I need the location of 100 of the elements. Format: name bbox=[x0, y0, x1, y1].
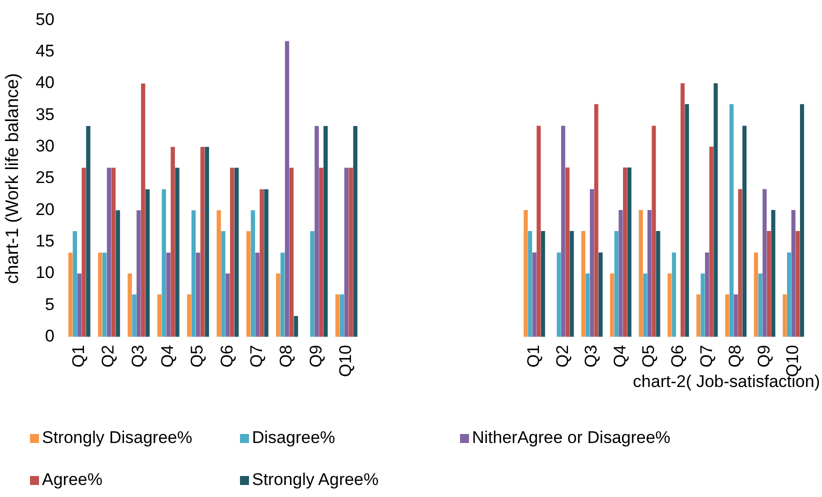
bar bbox=[86, 126, 90, 337]
bar bbox=[570, 230, 574, 337]
bar bbox=[766, 230, 771, 337]
x-tick-label: Q7 bbox=[696, 344, 716, 368]
x-tick-label: Q8 bbox=[726, 344, 745, 368]
bar bbox=[590, 189, 594, 337]
bar bbox=[170, 146, 175, 337]
bar bbox=[791, 210, 796, 337]
bar bbox=[166, 252, 170, 337]
bar bbox=[561, 126, 566, 337]
bar bbox=[796, 230, 800, 337]
bar bbox=[128, 274, 132, 337]
bar bbox=[200, 146, 205, 337]
bar bbox=[289, 168, 294, 337]
x-tick-label: Q5 bbox=[639, 344, 658, 368]
x-tick-label: Q2 bbox=[552, 344, 572, 368]
bar bbox=[536, 126, 541, 337]
x-tick-label: Q9 bbox=[306, 344, 326, 368]
y-tick-label: 25 bbox=[36, 168, 55, 188]
bar bbox=[72, 231, 78, 337]
bar bbox=[246, 231, 251, 337]
bar bbox=[106, 168, 112, 337]
bar bbox=[771, 210, 776, 337]
bar bbox=[762, 189, 767, 337]
bar bbox=[116, 210, 120, 337]
bar bbox=[102, 252, 107, 337]
y-tick-label: 40 bbox=[36, 73, 55, 92]
legend-label: NitherAgree or Disagree% bbox=[472, 428, 670, 448]
bar bbox=[310, 231, 314, 337]
bar bbox=[787, 252, 792, 337]
bar bbox=[324, 126, 328, 337]
bar bbox=[344, 168, 349, 337]
bar bbox=[556, 252, 561, 337]
bar bbox=[136, 210, 141, 337]
bar bbox=[264, 189, 268, 337]
y-tick-label: 15 bbox=[36, 232, 55, 251]
y-tick-label: 10 bbox=[36, 263, 55, 282]
bar bbox=[260, 189, 264, 337]
x-tick-label: Q4 bbox=[610, 344, 630, 368]
bar bbox=[754, 252, 758, 337]
bar bbox=[714, 83, 718, 337]
x-tick-label: Q5 bbox=[188, 344, 207, 368]
bar bbox=[234, 168, 239, 337]
x-tick-label: Q6 bbox=[217, 344, 236, 368]
x-tick-label: Q3 bbox=[582, 344, 601, 368]
bar bbox=[610, 273, 614, 337]
bar bbox=[729, 104, 734, 337]
x-tick-label: Q3 bbox=[128, 344, 148, 368]
bar bbox=[734, 294, 738, 337]
bar bbox=[627, 168, 632, 337]
bar bbox=[191, 210, 196, 337]
bar bbox=[141, 84, 146, 337]
y-tick-label: 50 bbox=[36, 10, 55, 29]
bar bbox=[540, 230, 546, 337]
bar bbox=[226, 274, 230, 337]
bar bbox=[204, 146, 210, 337]
bar bbox=[524, 210, 528, 337]
bar bbox=[98, 252, 102, 337]
bar bbox=[598, 252, 603, 337]
bar bbox=[319, 168, 324, 337]
bar bbox=[175, 168, 180, 337]
bar bbox=[280, 252, 285, 337]
bar bbox=[586, 273, 590, 337]
bar bbox=[656, 230, 660, 337]
bar bbox=[162, 189, 166, 337]
y-tick-label: 20 bbox=[36, 200, 55, 219]
legend-label: Strongly Disagree% bbox=[42, 428, 192, 448]
bar bbox=[340, 294, 344, 337]
y-tick-label: 35 bbox=[36, 104, 55, 124]
bar bbox=[652, 126, 656, 337]
bar bbox=[565, 168, 570, 337]
bar bbox=[532, 252, 536, 337]
bar bbox=[353, 126, 358, 337]
bar bbox=[216, 210, 221, 337]
bar bbox=[668, 273, 672, 337]
bar bbox=[742, 126, 747, 337]
bar bbox=[314, 126, 319, 337]
bar bbox=[800, 104, 804, 337]
bar bbox=[618, 210, 623, 337]
bar bbox=[738, 189, 742, 337]
bar bbox=[221, 231, 226, 337]
bar bbox=[647, 210, 652, 337]
y-axis-title: chart-1 (Work life balance) bbox=[2, 73, 22, 284]
bar bbox=[157, 294, 162, 337]
bar bbox=[622, 168, 628, 337]
bar bbox=[700, 273, 705, 337]
x-tick-label: Q1 bbox=[69, 344, 88, 368]
bar bbox=[758, 273, 762, 337]
legend-label: Agree% bbox=[42, 470, 102, 490]
bar bbox=[294, 316, 298, 337]
bar bbox=[111, 168, 116, 337]
x-tick-label: Q8 bbox=[276, 344, 296, 368]
legend-label: Disagree% bbox=[252, 428, 336, 448]
y-tick-label: 30 bbox=[36, 136, 55, 156]
bar bbox=[725, 294, 730, 337]
bar bbox=[594, 104, 598, 337]
bar bbox=[638, 210, 643, 337]
legend-label: Strongly Agree% bbox=[252, 470, 379, 490]
bar bbox=[132, 294, 136, 337]
x-tick-label: Q6 bbox=[668, 344, 687, 368]
